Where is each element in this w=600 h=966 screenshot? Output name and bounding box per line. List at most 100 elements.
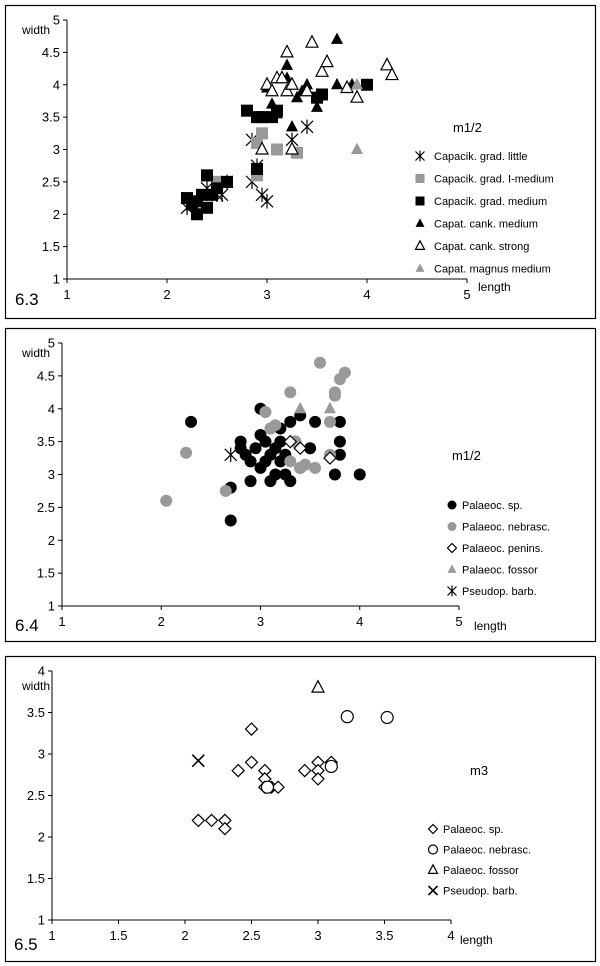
data-point	[241, 104, 253, 117]
data-point	[284, 386, 297, 399]
y-tick-label: 2	[38, 830, 45, 845]
data-point	[271, 780, 285, 795]
y-tick-label: 3.5	[37, 434, 55, 449]
data-point	[196, 188, 208, 201]
data-point	[328, 389, 341, 402]
data-point	[285, 141, 299, 155]
legend-entry: Palaeoc. sp.	[462, 500, 523, 512]
x-tick-label: 4	[356, 614, 363, 629]
data-point	[211, 182, 223, 195]
data-point	[350, 89, 364, 103]
series-capat-cank-strong	[255, 34, 399, 155]
y-tick-label: 4	[38, 664, 45, 679]
y-tick-label: 2	[48, 533, 55, 548]
legend-entry: Pseudop. barb.	[443, 886, 518, 898]
data-point	[284, 415, 297, 428]
data-point	[286, 119, 298, 132]
data-point	[291, 90, 303, 103]
series-palaeoc-nebrasc	[260, 710, 394, 794]
legend-entry: Palaeoc. fossor	[462, 565, 538, 577]
y-tick-label: 1	[48, 599, 55, 614]
legend-marker	[415, 196, 425, 206]
legend-entry: Capacik. grad. I-medium	[434, 174, 554, 186]
legend-entry: Pseudop. barb.	[462, 586, 537, 598]
y-axis-label: width	[21, 23, 50, 37]
panel-frame	[4, 327, 597, 643]
data-point	[191, 813, 206, 828]
legend-entry: Capat. cank. medium	[434, 219, 538, 231]
data-point	[351, 142, 363, 154]
data-point	[333, 435, 346, 448]
data-point	[294, 401, 307, 414]
data-point	[385, 66, 399, 81]
y-tick-label: 1	[53, 272, 60, 287]
data-point	[316, 88, 328, 101]
y-axis-label: width	[21, 679, 50, 693]
data-point	[244, 475, 257, 488]
data-point	[315, 63, 329, 77]
data-point	[256, 127, 268, 140]
y-tick-label: 2.5	[42, 174, 60, 189]
x-tick-label: 3	[263, 287, 270, 302]
data-point	[251, 162, 263, 175]
data-point	[269, 419, 282, 432]
data-point	[260, 780, 275, 794]
y-tick-label: 5	[48, 336, 55, 351]
x-tick-label: 2	[163, 287, 170, 302]
data-point	[221, 175, 233, 188]
data-point	[201, 169, 213, 182]
legend: m1/2 Palaeoc. sp. Palaeoc. nebrasc. Palaeoc…	[446, 448, 550, 598]
series-palaeoc-fossor	[311, 679, 325, 693]
y-tick-label: 2.5	[37, 500, 55, 515]
data-point	[353, 468, 366, 481]
legend-marker	[427, 823, 439, 835]
series-pseudop-barb	[224, 447, 238, 462]
data-point	[280, 83, 294, 97]
legend-marker	[415, 150, 425, 162]
data-point	[260, 76, 274, 90]
legend-marker	[427, 863, 439, 874]
data-point	[201, 201, 213, 214]
data-point	[304, 442, 317, 455]
data-point	[309, 461, 322, 474]
data-point	[314, 356, 327, 369]
data-point	[284, 475, 297, 488]
data-point	[324, 759, 338, 774]
y-tick-label: 3	[48, 467, 55, 482]
data-point	[244, 755, 259, 770]
data-point	[380, 710, 394, 725]
legend-entry: Palaeoc. penins.	[462, 543, 543, 555]
data-point	[293, 441, 308, 456]
data-point	[323, 451, 337, 465]
data-point	[274, 435, 287, 448]
data-point	[219, 484, 232, 497]
panel-frame	[4, 4, 597, 320]
y-tick-label: 3	[38, 747, 45, 762]
x-tick-label: 1	[48, 928, 55, 943]
data-point	[311, 772, 325, 786]
panel-id: 6.3	[15, 290, 39, 309]
legend-marker	[447, 500, 457, 510]
data-point	[331, 32, 343, 44]
legend-entry: Capacik. grad. little	[434, 151, 528, 163]
legend-marker	[427, 885, 439, 896]
legend-entry: Capat. cank. strong	[434, 241, 529, 253]
data-point	[283, 434, 298, 449]
y-tick-label: 1.5	[27, 871, 45, 886]
data-point	[340, 710, 354, 724]
data-point	[333, 415, 346, 428]
data-point	[260, 194, 274, 209]
y-tick-label: 3.5	[42, 110, 60, 125]
panel-6-3: 11.522.533.544.551 2 3 4 5widthlength6.3m1/2…	[4, 4, 597, 320]
data-point	[300, 83, 314, 97]
data-point	[191, 754, 205, 768]
y-tick-label: 4.5	[37, 368, 55, 383]
data-point	[259, 435, 272, 448]
data-point	[266, 97, 278, 109]
x-tick-label: 3	[314, 928, 321, 943]
x-axis-label: length	[478, 280, 511, 294]
x-tick-label: 2	[158, 614, 165, 629]
series-palaeoc-sp	[191, 722, 339, 836]
data-point	[309, 415, 322, 428]
